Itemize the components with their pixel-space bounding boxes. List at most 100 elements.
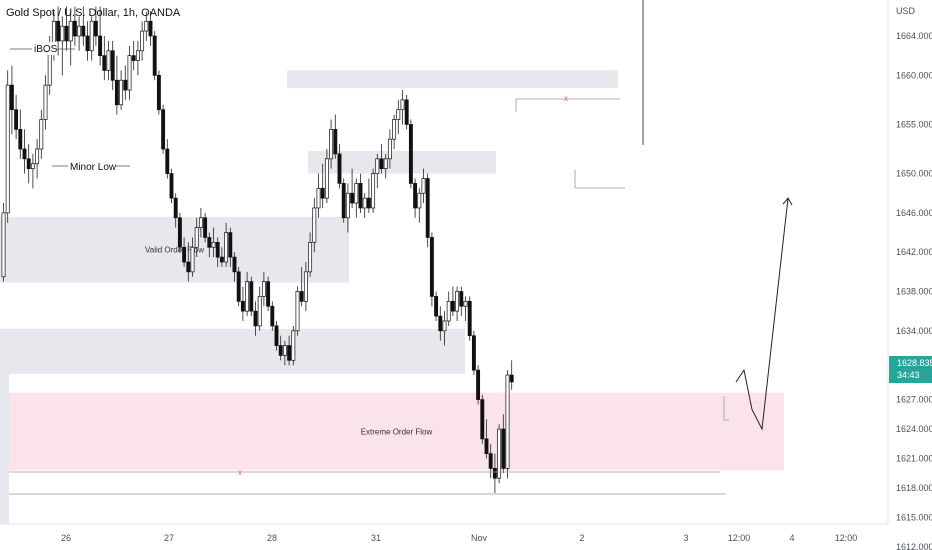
candle-body [312, 207, 317, 243]
price-tick: 1618.000 [896, 483, 932, 493]
candle-body [203, 217, 208, 238]
candle [413, 178, 418, 218]
price-tick: 1621.000 [896, 454, 932, 464]
candle [366, 178, 371, 213]
candle-body [194, 227, 199, 248]
candle [22, 129, 27, 174]
candle-body [274, 325, 279, 346]
candle-body [43, 84, 48, 120]
left-edge-band [0, 330, 9, 524]
candle [408, 119, 413, 189]
candle [333, 114, 338, 159]
candle-body [56, 20, 61, 42]
candle-body [299, 291, 304, 302]
candle-body [396, 109, 401, 120]
candle-body [26, 158, 31, 170]
candle [400, 90, 405, 125]
candle [156, 70, 161, 115]
last-price-badge [889, 356, 932, 383]
candle-body [211, 242, 216, 248]
candle-body [144, 20, 149, 32]
candle [341, 178, 346, 223]
price-tick: 1627.000 [896, 395, 932, 405]
candle-body [463, 300, 468, 307]
candle-body [341, 183, 346, 219]
candle [173, 193, 178, 228]
candle [18, 109, 23, 159]
candle [429, 232, 434, 307]
lower-x-mark: x [238, 468, 242, 477]
time-tick: 12:00 [728, 533, 751, 543]
candle-body [417, 192, 422, 209]
candle-body [278, 345, 283, 356]
candle-body [224, 232, 229, 263]
candle-body [123, 79, 128, 91]
candle-body [190, 246, 195, 273]
candle-body [350, 192, 355, 204]
price-tick: 1642.000 [896, 247, 932, 257]
candle-body [379, 158, 384, 170]
candle-body [261, 281, 266, 297]
candle [312, 198, 317, 253]
candle-body [85, 35, 90, 52]
candle [198, 207, 203, 238]
candle-body [354, 183, 359, 204]
time-tick: 26 [61, 533, 71, 543]
candle-body [404, 99, 409, 125]
candle-body [93, 20, 98, 37]
candle-body [421, 178, 426, 194]
candle-body [337, 153, 342, 184]
time-tick: 31 [371, 533, 381, 543]
candle [261, 271, 266, 307]
projection-layer [735, 197, 793, 431]
candle [224, 222, 229, 267]
price-ticks[interactable]: 1664.000 1660.000 1655.000 1650.000 1646.000… [896, 31, 932, 550]
candle-body [480, 399, 485, 440]
candle [455, 286, 460, 321]
candle-body [152, 35, 157, 76]
price-tick: 1650.000 [896, 169, 932, 179]
candle-body [501, 428, 506, 469]
minor-low-label-bg [68, 159, 116, 172]
candle [480, 394, 485, 444]
candle [476, 365, 481, 405]
candle-body [488, 453, 493, 469]
candle [194, 217, 199, 258]
candle [98, 6, 103, 66]
candle-body [219, 256, 224, 263]
candle-body [509, 374, 514, 383]
candle [434, 291, 439, 321]
order-flow-zone [9, 392, 784, 471]
candle [161, 104, 166, 154]
candle [501, 414, 506, 474]
candle [379, 144, 384, 174]
candle-body [228, 232, 233, 258]
candle [39, 109, 44, 159]
candle-body [438, 315, 443, 332]
price-axis-background [888, 0, 932, 550]
candle-body [186, 261, 191, 273]
candle-body [295, 291, 300, 332]
candle-body [387, 138, 392, 160]
candle [459, 286, 464, 317]
candle [295, 286, 300, 336]
time-tick: 2 [579, 533, 584, 543]
candle-body [89, 20, 94, 52]
candle-body [371, 173, 376, 209]
candle [253, 301, 258, 336]
candle [425, 173, 430, 248]
candle [509, 360, 514, 390]
candle-body [375, 158, 380, 174]
candle [240, 286, 245, 321]
candle-body [119, 79, 124, 106]
candle-body [245, 281, 250, 312]
time-ticks[interactable]: 26 27 28 31 Nov 2 3 12:00 4 12:00 [61, 533, 857, 543]
candle-body [446, 300, 451, 322]
candle [375, 153, 380, 189]
candle-body [161, 109, 166, 150]
candle-body [148, 20, 153, 37]
candle-body [35, 148, 40, 165]
candle-body [236, 271, 241, 302]
candle-body [169, 173, 174, 199]
